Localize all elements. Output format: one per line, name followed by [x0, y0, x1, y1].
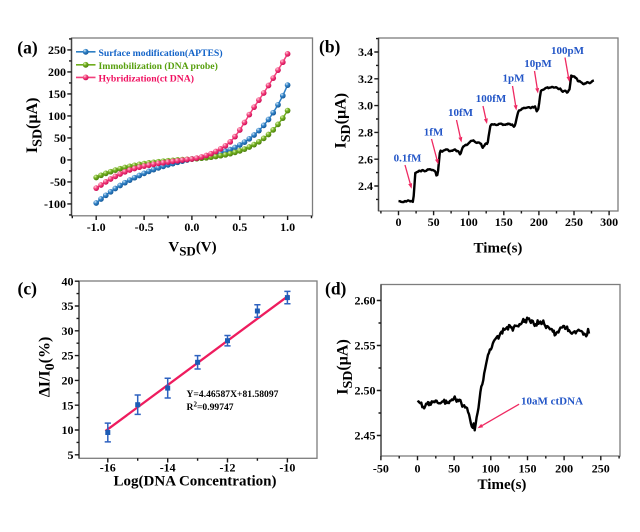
- svg-text:300: 300: [600, 215, 618, 229]
- svg-text:150: 150: [519, 462, 537, 476]
- svg-text:Immobilization (DNA probe): Immobilization (DNA probe): [99, 61, 218, 72]
- svg-text:ISD(µA): ISD(µA): [333, 93, 355, 149]
- svg-text:20: 20: [62, 374, 74, 388]
- svg-text:-10: -10: [279, 461, 295, 475]
- svg-text:2.45: 2.45: [355, 429, 376, 443]
- svg-text:100: 100: [482, 462, 500, 476]
- svg-text:15: 15: [62, 398, 74, 412]
- svg-text:1.0: 1.0: [280, 220, 295, 234]
- svg-text:(c): (c): [18, 278, 38, 298]
- svg-text:100pM: 100pM: [551, 45, 585, 57]
- svg-text:ΔI/I0(%): ΔI/I0(%): [37, 337, 59, 398]
- svg-text:10aM ctDNA: 10aM ctDNA: [521, 396, 583, 408]
- svg-text:30: 30: [62, 324, 74, 338]
- svg-text:2.50: 2.50: [355, 384, 376, 398]
- svg-text:40: 40: [62, 274, 74, 288]
- svg-text:(d): (d): [325, 279, 347, 299]
- svg-text:250: 250: [48, 43, 66, 57]
- svg-text:2.60: 2.60: [355, 294, 376, 308]
- svg-text:0.0: 0.0: [184, 220, 199, 234]
- svg-text:1fM: 1fM: [424, 127, 444, 139]
- svg-text:100fM: 100fM: [476, 93, 507, 105]
- svg-text:Time(s): Time(s): [474, 241, 523, 257]
- svg-text:3.2: 3.2: [358, 72, 373, 86]
- svg-text:ISD(µA): ISD(µA): [24, 98, 46, 154]
- svg-text:-1.0: -1.0: [87, 220, 106, 234]
- svg-text:200: 200: [530, 215, 548, 229]
- svg-text:25: 25: [62, 349, 74, 363]
- svg-text:1pM: 1pM: [503, 73, 526, 85]
- svg-text:150: 150: [48, 87, 66, 101]
- svg-text:150: 150: [495, 215, 513, 229]
- svg-text:0.1fM: 0.1fM: [394, 153, 422, 165]
- svg-text:0: 0: [60, 153, 66, 167]
- svg-text:-16: -16: [100, 461, 116, 475]
- svg-text:R2=0.99747: R2=0.99747: [187, 401, 234, 414]
- svg-text:(a): (a): [17, 38, 38, 58]
- svg-text:250: 250: [565, 215, 583, 229]
- svg-text:10fM: 10fM: [448, 107, 474, 119]
- svg-text:50: 50: [428, 215, 440, 229]
- svg-text:-50: -50: [373, 462, 389, 476]
- svg-text:(b): (b): [319, 37, 341, 57]
- svg-text:200: 200: [48, 65, 66, 79]
- svg-text:2.6: 2.6: [358, 152, 373, 166]
- svg-text:0: 0: [415, 462, 421, 476]
- svg-text:3.0: 3.0: [358, 99, 373, 113]
- svg-text:100: 100: [48, 109, 66, 123]
- svg-text:VSD(V): VSD(V): [168, 240, 216, 259]
- svg-text:200: 200: [555, 462, 573, 476]
- svg-text:Time(s): Time(s): [478, 477, 527, 493]
- svg-text:-0.5: -0.5: [135, 220, 154, 234]
- svg-text:3.4: 3.4: [358, 45, 373, 59]
- svg-text:Hybridization(ct DNA): Hybridization(ct DNA): [99, 73, 195, 84]
- svg-text:10pM: 10pM: [524, 58, 552, 70]
- svg-text:50: 50: [448, 462, 460, 476]
- svg-text:0: 0: [396, 215, 402, 229]
- svg-text:Y=4.46587X+81.58097: Y=4.46587X+81.58097: [187, 389, 279, 400]
- svg-text:-12: -12: [220, 461, 236, 475]
- svg-text:10: 10: [62, 423, 74, 437]
- svg-text:0.5: 0.5: [232, 220, 247, 234]
- svg-text:2.4: 2.4: [358, 179, 373, 193]
- svg-text:100: 100: [460, 215, 478, 229]
- svg-text:-14: -14: [160, 461, 176, 475]
- svg-text:Log(DNA Concentration): Log(DNA Concentration): [114, 474, 277, 490]
- svg-text:250: 250: [592, 462, 610, 476]
- svg-text:2.8: 2.8: [358, 126, 373, 140]
- svg-text:35: 35: [62, 299, 74, 313]
- svg-text:Surface modification(APTES): Surface modification(APTES): [99, 48, 223, 59]
- svg-text:-100: -100: [44, 197, 66, 211]
- svg-text:50: 50: [54, 131, 66, 145]
- svg-text:-50: -50: [50, 175, 66, 189]
- svg-text:2.55: 2.55: [355, 339, 376, 353]
- svg-text:5: 5: [68, 448, 74, 462]
